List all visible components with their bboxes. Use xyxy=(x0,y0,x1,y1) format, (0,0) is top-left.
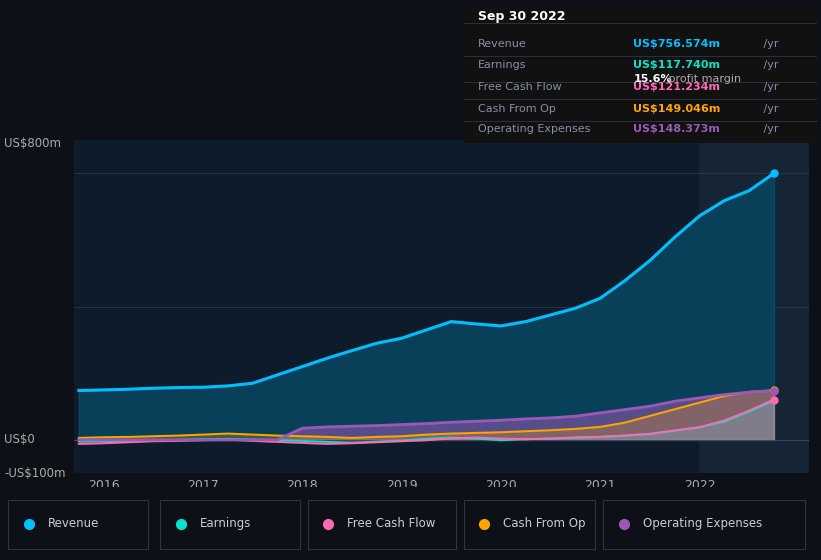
Text: US$756.574m: US$756.574m xyxy=(633,39,720,49)
Bar xyxy=(699,140,809,473)
Text: Earnings: Earnings xyxy=(478,60,526,71)
Text: /yr: /yr xyxy=(760,124,779,134)
Text: US$148.373m: US$148.373m xyxy=(633,124,720,134)
Text: Cash From Op: Cash From Op xyxy=(478,104,556,114)
Text: Operating Expenses: Operating Expenses xyxy=(478,124,590,134)
Text: US$149.046m: US$149.046m xyxy=(633,104,721,114)
Text: US$800m: US$800m xyxy=(4,137,61,150)
Text: Operating Expenses: Operating Expenses xyxy=(643,517,762,530)
Text: -US$100m: -US$100m xyxy=(4,466,66,480)
Text: Free Cash Flow: Free Cash Flow xyxy=(478,82,562,92)
Text: US$121.234m: US$121.234m xyxy=(633,82,720,92)
Text: /yr: /yr xyxy=(760,104,779,114)
Text: /yr: /yr xyxy=(760,39,779,49)
Text: Revenue: Revenue xyxy=(48,517,99,530)
Text: Revenue: Revenue xyxy=(478,39,527,49)
Text: Sep 30 2022: Sep 30 2022 xyxy=(478,10,566,23)
Text: /yr: /yr xyxy=(760,60,779,71)
Text: US$117.740m: US$117.740m xyxy=(633,60,720,71)
Text: profit margin: profit margin xyxy=(665,74,741,84)
Text: /yr: /yr xyxy=(760,82,779,92)
Text: 15.6%: 15.6% xyxy=(633,74,672,84)
Text: Cash From Op: Cash From Op xyxy=(503,517,585,530)
Text: US$0: US$0 xyxy=(4,433,34,446)
Text: Free Cash Flow: Free Cash Flow xyxy=(347,517,436,530)
Text: Earnings: Earnings xyxy=(200,517,251,530)
